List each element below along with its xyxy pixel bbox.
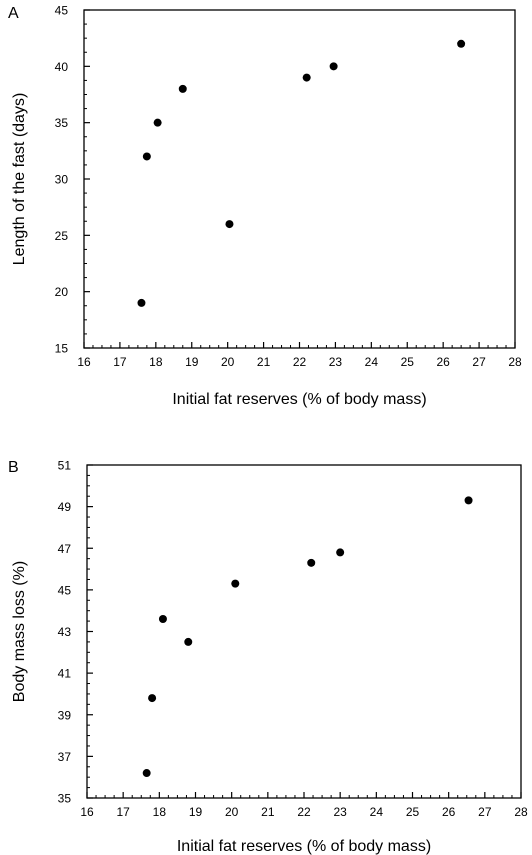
panel-label: A [8, 5, 19, 22]
x-axis-label: Initial fat reserves (% of body mass) [177, 838, 431, 855]
x-axis-label: Initial fat reserves (% of body mass) [172, 391, 426, 408]
x-tick-label: 18 [149, 355, 163, 369]
data-point [457, 39, 466, 48]
x-tick-label: 24 [370, 805, 384, 819]
y-tick-label: 20 [55, 285, 69, 299]
x-tick-label: 28 [514, 805, 528, 819]
x-tick-label: 25 [401, 355, 415, 369]
x-tick-label: 16 [80, 805, 94, 819]
plot-frame [86, 464, 522, 799]
y-axis-label: Length of the fast (days) [11, 93, 28, 266]
y-tick-label: 15 [55, 342, 69, 356]
data-point [336, 548, 345, 557]
data-point [231, 579, 240, 588]
y-tick-label: 35 [55, 116, 69, 130]
x-tick-label: 16 [77, 355, 91, 369]
y-tick-label: 40 [55, 60, 69, 74]
y-tick-label: 47 [58, 542, 72, 556]
x-tick-label: 20 [225, 805, 239, 819]
x-tick-label: 19 [185, 355, 199, 369]
y-tick-label: 30 [55, 173, 69, 187]
x-tick-label: 23 [333, 805, 347, 819]
data-point [142, 152, 151, 161]
x-tick-label: 22 [293, 355, 307, 369]
y-tick-label: 25 [55, 229, 69, 243]
data-point [148, 694, 157, 703]
data-point [329, 62, 338, 71]
data-point [464, 496, 473, 505]
x-tick-label: 28 [508, 355, 522, 369]
panel-a: 16 17 18 19 20 21 22 23 24 25 26 27 28 15 20 25 30 35 40 45… [8, 4, 522, 409]
data-point [158, 615, 167, 624]
x-tick-label: 18 [153, 805, 167, 819]
data-point [137, 298, 146, 307]
y-tick-label: 35 [58, 792, 72, 806]
y-axis-label: Body mass loss (%) [11, 561, 28, 702]
x-tick-label: 21 [261, 805, 275, 819]
data-point [178, 84, 187, 93]
x-tick-label: 26 [442, 805, 456, 819]
data-point [153, 118, 162, 127]
x-tick-label: 27 [478, 805, 492, 819]
x-tick-label: 17 [113, 355, 127, 369]
y-tick-label: 43 [58, 625, 72, 639]
data-point [307, 558, 316, 567]
data-point [142, 769, 151, 778]
x-tick-label: 17 [116, 805, 130, 819]
x-tick-label: 27 [472, 355, 486, 369]
data-point [184, 637, 193, 646]
panel-b: 16 17 18 19 20 21 22 23 24 25 26 27 28 35 37 39 41 43 45 47… [8, 459, 528, 855]
plot-frame [83, 9, 516, 349]
x-tick-label: 22 [297, 805, 311, 819]
y-tick-label: 51 [58, 459, 72, 473]
y-tick-label: 45 [55, 4, 69, 18]
y-tick-label: 37 [58, 750, 72, 764]
data-point [225, 220, 234, 229]
x-tick-label: 23 [329, 355, 343, 369]
x-tick-label: 26 [436, 355, 450, 369]
x-tick-label: 19 [189, 805, 203, 819]
data-point [302, 73, 311, 82]
panel-label: B [8, 459, 19, 476]
y-tick-label: 49 [58, 500, 72, 514]
x-tick-label: 20 [221, 355, 235, 369]
x-tick-label: 24 [365, 355, 379, 369]
y-tick-label: 41 [58, 667, 72, 681]
x-tick-label: 21 [257, 355, 271, 369]
x-tick-label: 25 [406, 805, 420, 819]
y-tick-label: 39 [58, 708, 72, 722]
y-tick-label: 45 [58, 583, 72, 597]
